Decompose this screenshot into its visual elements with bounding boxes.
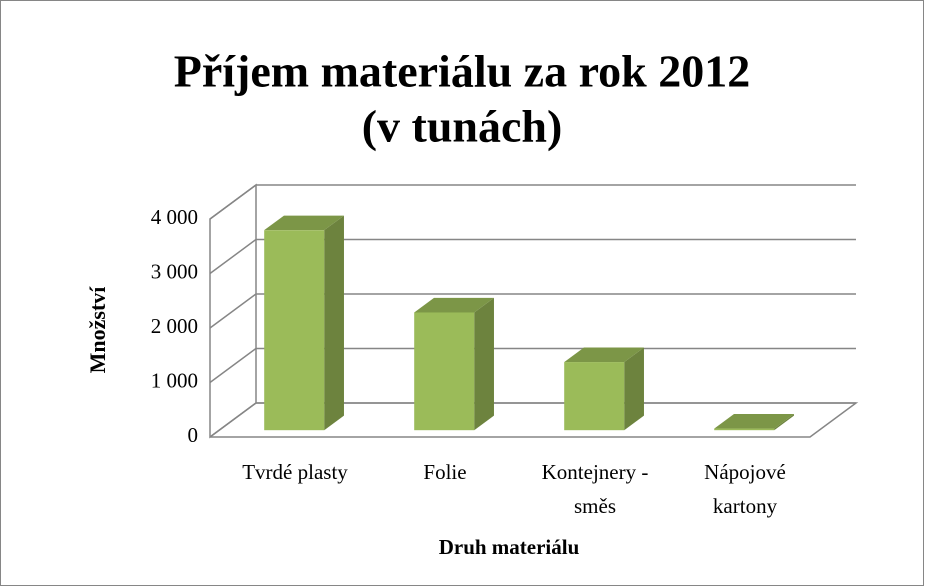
bar-top bbox=[714, 413, 794, 429]
grid-line bbox=[209, 347, 856, 384]
bar-side bbox=[624, 347, 644, 431]
bar-side bbox=[774, 413, 794, 431]
bar-front bbox=[564, 362, 625, 431]
grid-line bbox=[209, 402, 856, 438]
bar-front bbox=[414, 312, 475, 431]
x-tick-label: Nápojové kartony bbox=[704, 460, 786, 518]
bar bbox=[714, 413, 794, 431]
bar bbox=[564, 347, 644, 431]
y-axis-label: Množství bbox=[85, 286, 110, 374]
bar-side bbox=[474, 297, 494, 431]
bar-front bbox=[714, 428, 775, 431]
x-tick-label: Tvrdé plasty bbox=[242, 460, 348, 484]
bar-top bbox=[264, 215, 344, 231]
y-tick-label: 0 bbox=[188, 423, 199, 447]
chart-title: Příjem materiálu za rok 2012 bbox=[174, 46, 751, 97]
x-tick-label: Kontejnery -směs bbox=[542, 460, 649, 518]
bar-top bbox=[564, 347, 644, 363]
bar-side bbox=[324, 215, 344, 431]
bar bbox=[414, 297, 494, 431]
y-tick-label: 4 000 bbox=[151, 205, 198, 229]
grid-line bbox=[209, 238, 856, 275]
x-tick-label: Folie bbox=[423, 460, 466, 484]
y-tick-label: 2 000 bbox=[151, 314, 198, 338]
y-tick-label: 1 000 bbox=[151, 368, 198, 392]
bar-top bbox=[414, 297, 494, 313]
bar bbox=[264, 215, 344, 431]
grid-line bbox=[209, 184, 856, 220]
x-axis-label: Druh materiálu bbox=[439, 535, 580, 559]
y-tick-label: 3 000 bbox=[151, 259, 198, 283]
chart-subtitle: (v tunách) bbox=[362, 101, 563, 152]
grid-line bbox=[209, 293, 856, 329]
bar-front bbox=[264, 230, 325, 431]
